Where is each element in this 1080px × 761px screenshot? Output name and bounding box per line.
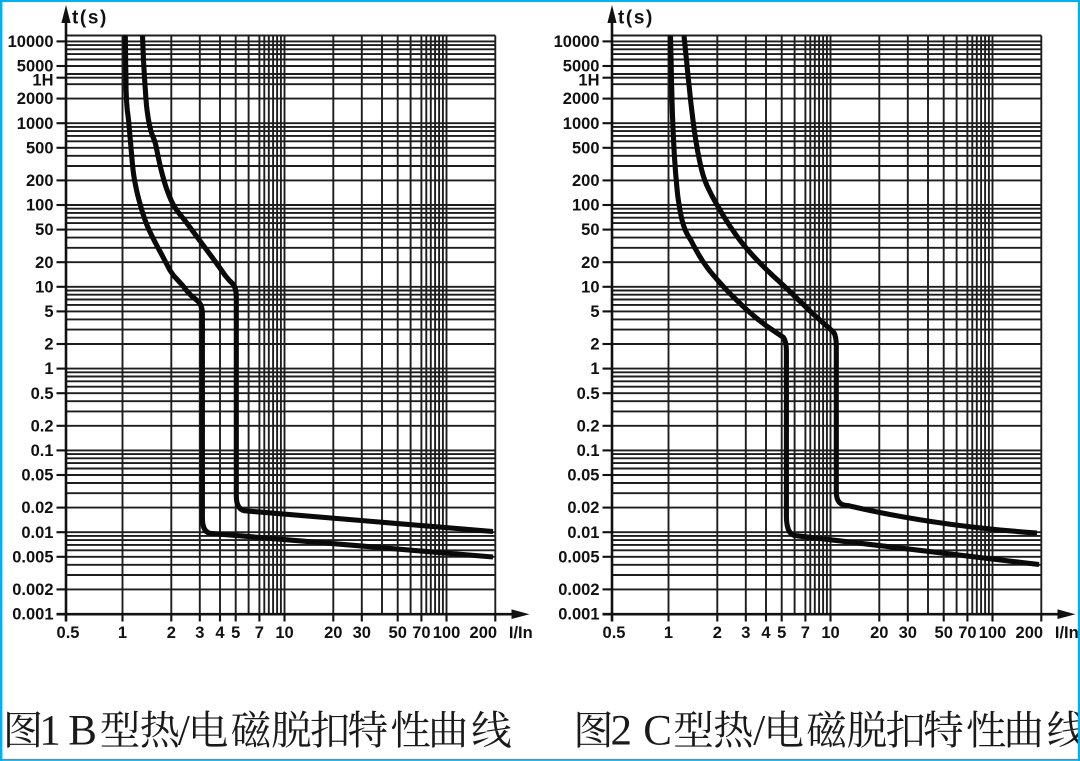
svg-text:1000: 1000 [17, 115, 54, 133]
svg-text:5: 5 [777, 624, 786, 642]
svg-text:0.2: 0.2 [31, 417, 54, 435]
svg-text:1: 1 [664, 624, 673, 642]
svg-text:4: 4 [215, 624, 225, 642]
svg-text:200: 200 [470, 624, 498, 642]
svg-text:10: 10 [275, 624, 293, 642]
svg-text:20: 20 [581, 254, 599, 272]
svg-text:100: 100 [572, 197, 600, 215]
svg-text:0.5: 0.5 [603, 624, 626, 642]
svg-text:5000: 5000 [17, 58, 54, 76]
svg-text:2: 2 [44, 336, 53, 354]
svg-text:7: 7 [801, 624, 810, 642]
svg-text:1: 1 [118, 624, 127, 642]
svg-text:10000: 10000 [554, 33, 600, 51]
svg-text:0.01: 0.01 [567, 524, 599, 542]
svg-text:0.002: 0.002 [558, 581, 599, 599]
svg-text:2: 2 [590, 336, 599, 354]
svg-text:20: 20 [35, 254, 53, 272]
svg-text:0.001: 0.001 [12, 606, 53, 624]
svg-text:10: 10 [581, 278, 599, 296]
svg-text:2000: 2000 [563, 90, 600, 108]
svg-text:30: 30 [899, 624, 917, 642]
svg-text:50: 50 [35, 221, 53, 239]
svg-text:0.005: 0.005 [12, 548, 53, 566]
svg-text:0.5: 0.5 [31, 385, 54, 403]
svg-text:4: 4 [761, 624, 771, 642]
svg-text:0.01: 0.01 [21, 524, 53, 542]
svg-text:100: 100 [979, 624, 1007, 642]
svg-text:10: 10 [821, 624, 839, 642]
svg-text:0.02: 0.02 [21, 499, 53, 517]
svg-text:20: 20 [870, 624, 888, 642]
svg-text:1: 1 [44, 360, 53, 378]
svg-text:3: 3 [195, 624, 204, 642]
svg-text:200: 200 [572, 172, 600, 190]
svg-text:500: 500 [26, 139, 54, 157]
svg-text:100: 100 [433, 624, 461, 642]
svg-text:B: B [68, 708, 97, 755]
svg-text:1H: 1H [32, 71, 53, 89]
svg-text:50: 50 [389, 624, 407, 642]
svg-text:1H: 1H [578, 71, 599, 89]
svg-text:10: 10 [35, 278, 53, 296]
svg-text:70: 70 [412, 624, 430, 642]
svg-text:5000: 5000 [563, 58, 600, 76]
svg-text:1: 1 [590, 360, 599, 378]
svg-text:1: 1 [39, 708, 61, 755]
svg-text:7: 7 [255, 624, 264, 642]
svg-text:50: 50 [935, 624, 953, 642]
svg-text:t(s): t(s) [618, 8, 654, 29]
svg-text:200: 200 [1016, 624, 1044, 642]
svg-text:200: 200 [26, 172, 54, 190]
svg-text:2: 2 [167, 624, 176, 642]
svg-text:0.02: 0.02 [567, 499, 599, 517]
svg-text:0.05: 0.05 [567, 467, 599, 485]
svg-text:5: 5 [44, 303, 53, 321]
svg-text:0.05: 0.05 [21, 467, 53, 485]
svg-text:0.1: 0.1 [31, 442, 54, 460]
svg-text:/: / [178, 708, 190, 755]
svg-text:0.1: 0.1 [577, 442, 600, 460]
svg-text:3: 3 [741, 624, 750, 642]
svg-text:I/In: I/In [509, 624, 533, 642]
svg-text:0.002: 0.002 [12, 581, 53, 599]
svg-text:5: 5 [231, 624, 240, 642]
svg-text:0.001: 0.001 [558, 606, 599, 624]
svg-text:2000: 2000 [17, 90, 54, 108]
svg-text:0.5: 0.5 [57, 624, 80, 642]
svg-text:70: 70 [958, 624, 976, 642]
svg-text:2: 2 [611, 708, 633, 755]
svg-text:50: 50 [581, 221, 599, 239]
svg-text:0.005: 0.005 [558, 548, 599, 566]
svg-text:30: 30 [353, 624, 371, 642]
svg-text:0.5: 0.5 [577, 385, 600, 403]
svg-text:t(s): t(s) [72, 8, 108, 29]
svg-text:5: 5 [590, 303, 599, 321]
svg-text:2: 2 [713, 624, 722, 642]
svg-text:0.2: 0.2 [577, 417, 600, 435]
svg-text:/: / [753, 708, 765, 755]
svg-text:500: 500 [572, 139, 600, 157]
svg-text:10000: 10000 [8, 33, 54, 51]
svg-text:1000: 1000 [563, 115, 600, 133]
svg-text:100: 100 [26, 197, 54, 215]
svg-text:I/In: I/In [1055, 624, 1079, 642]
svg-text:20: 20 [324, 624, 342, 642]
svg-text:C: C [643, 708, 672, 755]
